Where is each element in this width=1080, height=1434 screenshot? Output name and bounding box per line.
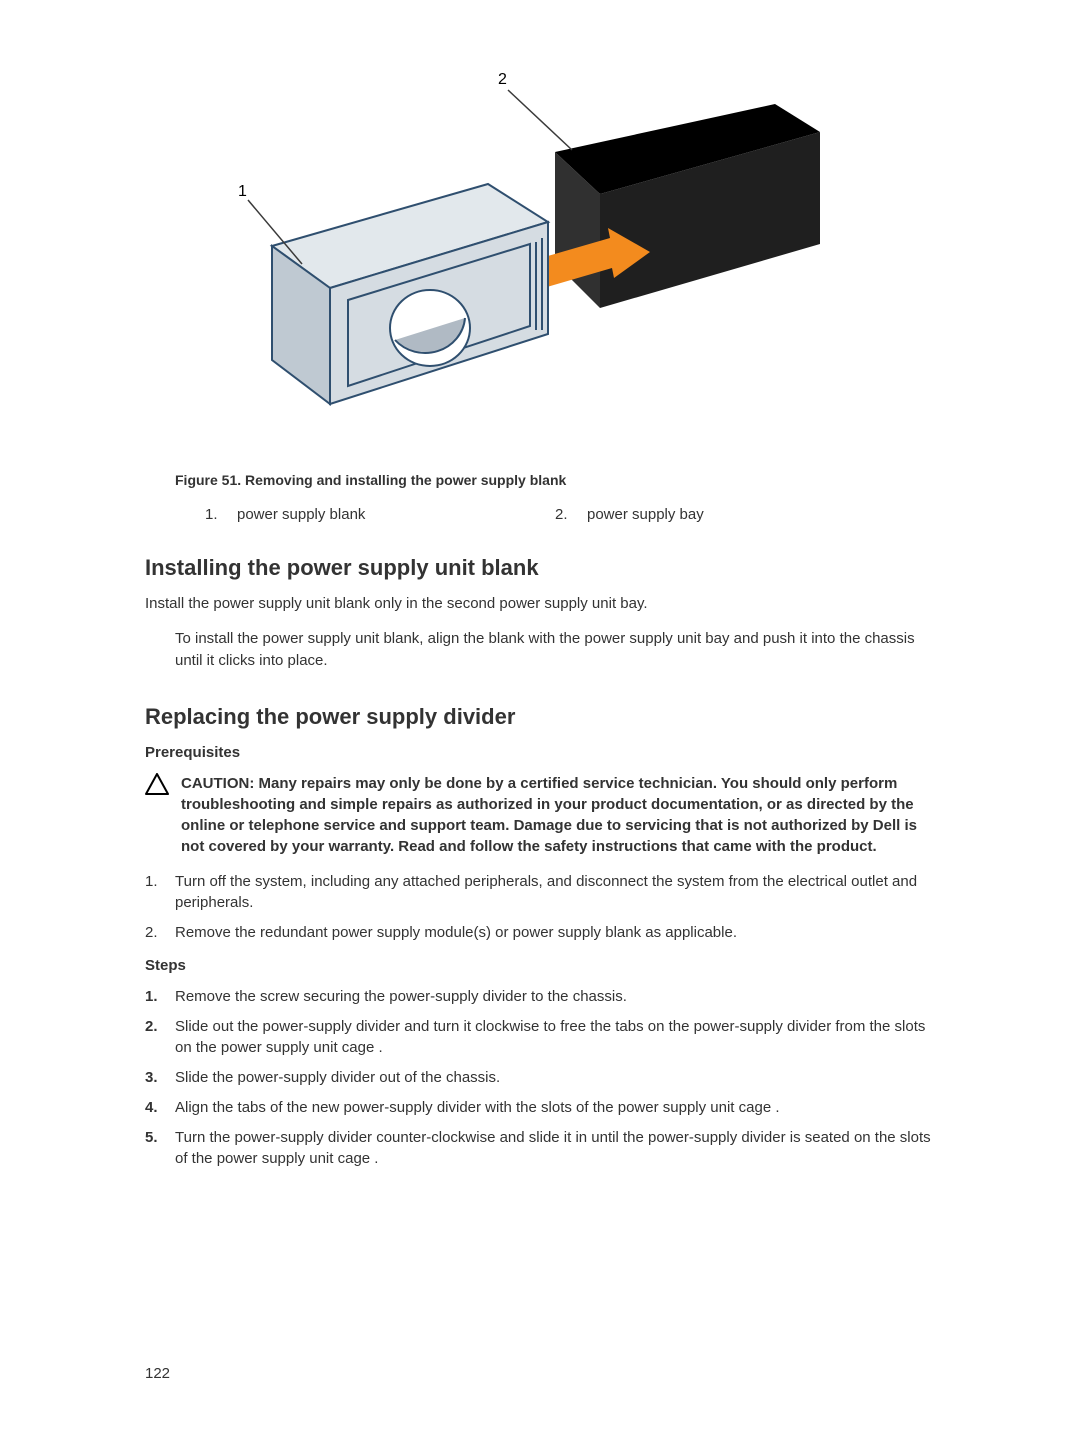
step-text: Align the tabs of the new power-supply d… [175,1097,780,1118]
list-item: 2. Remove the redundant power supply mod… [145,922,935,943]
step-num: 1. [145,986,175,1007]
caution-icon [145,773,169,857]
figure-illustration: 1 2 [230,60,850,430]
list-item: 1. Remove the screw securing the power-s… [145,986,935,1007]
power-supply-bay [555,104,820,308]
step-text: Remove the screw securing the power-supp… [175,986,627,1007]
callout-2-label: 2 [498,71,507,88]
step-text: Turn off the system, including any attac… [175,871,935,913]
list-item: 2. Slide out the power-supply divider an… [145,1016,935,1058]
install-blank-step: To install the power supply unit blank, … [175,628,935,672]
step-num: 2. [145,1016,175,1058]
callout-2-line [508,90,572,150]
legend-item: 2. power supply bay [555,506,704,523]
procedure-steps: 1. Remove the screw securing the power-s… [145,986,935,1169]
list-item: 3. Slide the power-supply divider out of… [145,1067,935,1088]
figure-caption: Figure 51. Removing and installing the p… [175,472,935,488]
step-text: Slide out the power-supply divider and t… [175,1016,935,1058]
install-blank-intro: Install the power supply unit blank only… [145,593,935,614]
legend-num: 1. [205,506,237,523]
figure-legend: 1. power supply blank 2. power supply ba… [205,506,935,523]
caution-block: CAUTION: Many repairs may only be done b… [145,773,935,857]
prerequisite-steps: 1. Turn off the system, including any at… [145,871,935,943]
step-num: 3. [145,1067,175,1088]
legend-item: 1. power supply blank [205,506,555,523]
step-num: 2. [145,922,175,943]
step-text: Remove the redundant power supply module… [175,922,737,943]
power-supply-blank [272,184,548,404]
step-text: Slide the power-supply divider out of th… [175,1067,500,1088]
step-num: 1. [145,871,175,913]
step-num: 5. [145,1127,175,1169]
list-item: 5. Turn the power-supply divider counter… [145,1127,935,1169]
section-heading-replace-divider: Replacing the power supply divider [145,704,935,730]
steps-heading: Steps [145,957,935,974]
prerequisites-heading: Prerequisites [145,744,935,761]
section-heading-install-blank: Installing the power supply unit blank [145,555,935,581]
callout-1-label: 1 [238,183,247,200]
step-text: Turn the power-supply divider counter-cl… [175,1127,935,1169]
list-item: 1. Turn off the system, including any at… [145,871,935,913]
page-number: 122 [145,1365,170,1382]
legend-label: power supply blank [237,506,365,523]
legend-num: 2. [555,506,587,523]
caution-text: CAUTION: Many repairs may only be done b… [181,773,935,857]
legend-label: power supply bay [587,506,704,523]
step-num: 4. [145,1097,175,1118]
figure-area: 1 2 [145,60,935,430]
list-item: 4. Align the tabs of the new power-suppl… [145,1097,935,1118]
